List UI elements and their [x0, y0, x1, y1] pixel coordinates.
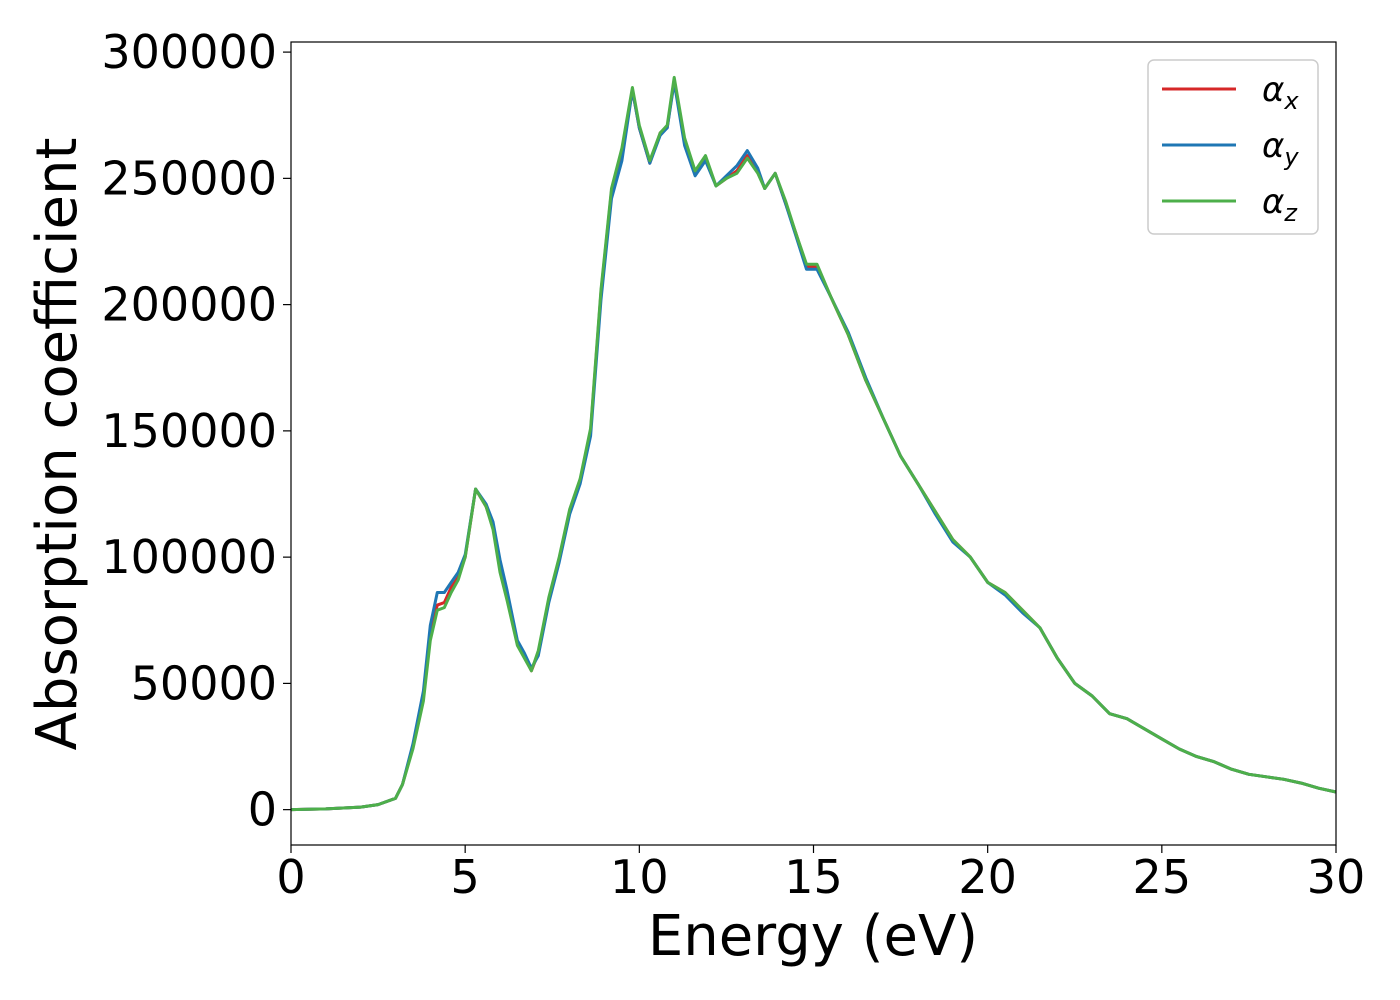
x-tick-label: 10	[610, 850, 669, 904]
y-tick-label: 300000	[101, 25, 277, 79]
y-axis-title: Absorption coefficient	[25, 138, 90, 751]
series-line-z	[290, 75, 1337, 812]
legend-box	[1147, 59, 1319, 235]
legend-label-y: αy	[1262, 126, 1299, 171]
x-tick-label: 0	[276, 850, 305, 904]
y-tick-label: 250000	[101, 151, 277, 205]
y-tick-label: 50000	[131, 656, 277, 710]
y-tick-label: 150000	[101, 404, 277, 458]
x-tick-label: 20	[958, 850, 1017, 904]
legend-label-z: αz	[1262, 182, 1298, 227]
y-tick-label: 200000	[101, 278, 277, 332]
y-tick-label: 100000	[101, 530, 277, 584]
legend: αx αy αz	[1147, 59, 1319, 235]
x-tick-label: 25	[1133, 850, 1192, 904]
x-tick-label: 5	[451, 850, 480, 904]
x-tick-label: 30	[1307, 850, 1366, 904]
legend-label-x: αx	[1262, 70, 1299, 115]
x-axis: 0 5 10 15 20 25 30	[276, 845, 1365, 904]
y-axis: 0 50000 100000 150000 200000 250000 300000	[101, 25, 291, 837]
x-axis-title: Energy (eV)	[648, 904, 978, 969]
x-tick-label: 15	[784, 850, 843, 904]
y-tick-label: 0	[248, 783, 277, 837]
